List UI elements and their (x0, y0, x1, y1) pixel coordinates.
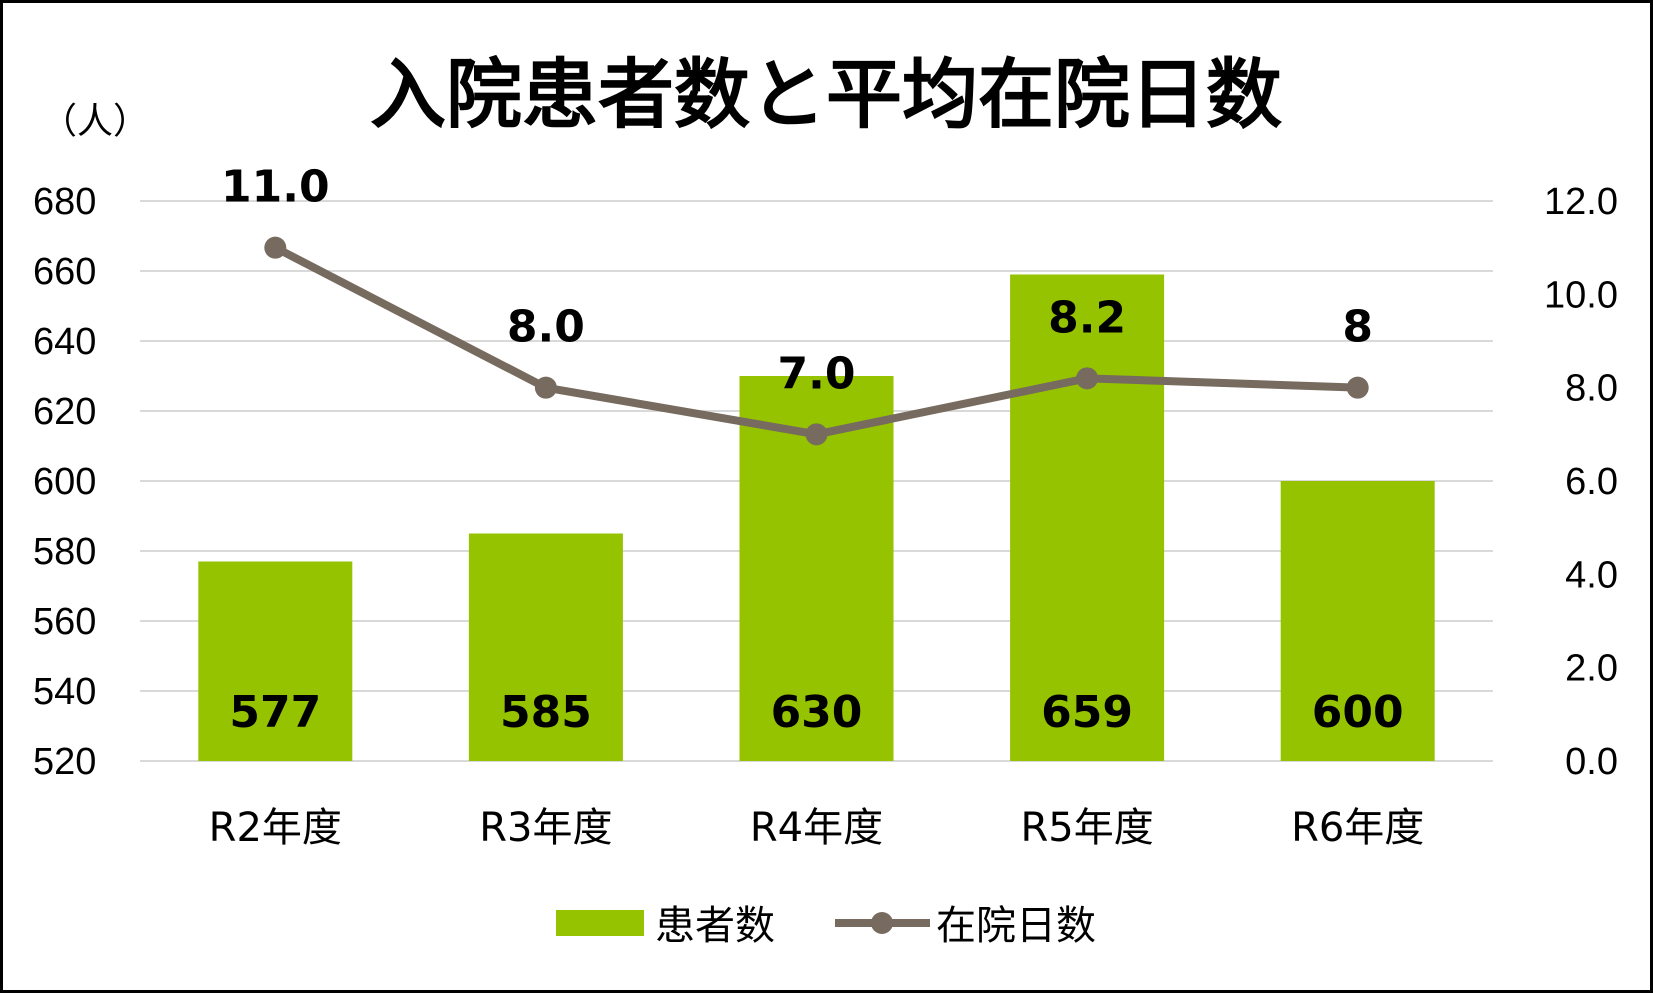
y-right-tick-label: 4.0 (1565, 554, 1618, 596)
x-category-label: R5年度 (1020, 805, 1153, 851)
y-left-tick-label: 540 (33, 671, 96, 713)
y-right-tick-label: 0.0 (1565, 741, 1618, 783)
line-data-label: 8.2 (1048, 292, 1126, 343)
bar (468, 533, 623, 761)
bar (1010, 274, 1165, 761)
y-right-tick-label: 10.0 (1544, 274, 1618, 316)
line-data-label: 8 (1342, 302, 1373, 353)
line-point (1346, 376, 1369, 399)
y-left-tick-label: 640 (33, 321, 96, 363)
legend-label-line: 在院日数 (936, 903, 1096, 949)
bar-data-label: 600 (1312, 687, 1404, 738)
y-right-tick-label: 12.0 (1544, 181, 1618, 223)
combo-chart: 入院患者数と平均在院日数 （人） 577 585 630 659 600 11.0 8.0… (33, 50, 1618, 949)
line-series: 11.0 8.0 7.0 8.2 8 (221, 162, 1373, 446)
legend-swatch-marker (871, 912, 893, 934)
line-data-label: 7.0 (778, 348, 856, 399)
x-category-label: R4年度 (750, 805, 883, 851)
y-left-tick-label: 580 (33, 531, 96, 573)
bar-series: 577 585 630 659 600 (198, 274, 1435, 761)
line-point (534, 376, 557, 399)
legend: 患者数 在院日数 (556, 903, 1096, 949)
x-category-label: R3年度 (479, 805, 612, 851)
y-left-tick-label: 560 (33, 601, 96, 643)
y-left-tick-label: 520 (33, 741, 96, 783)
bar (1280, 481, 1435, 761)
line-point (264, 236, 287, 259)
y-right-tick-label: 2.0 (1565, 648, 1618, 690)
x-category-label: R2年度 (209, 805, 342, 851)
bar-data-label: 630 (771, 687, 863, 738)
x-category-label: R6年度 (1291, 805, 1424, 851)
bar-data-label: 585 (500, 687, 592, 738)
y-left-tick-label: 660 (33, 251, 96, 293)
bar-data-label: 659 (1041, 687, 1133, 738)
line-point (1076, 367, 1099, 390)
line-data-label: 8.0 (507, 302, 585, 353)
bar (198, 561, 353, 761)
legend-swatch-bar (556, 910, 644, 936)
y-left-tick-label: 680 (33, 181, 96, 223)
legend-label-bar: 患者数 (655, 903, 775, 949)
line-point (805, 423, 828, 446)
axes: 520 540 560 580 600 620 640 660 680 0.0 2.0 4.0 6.0 8… (33, 181, 1618, 851)
y-right-tick-label: 6.0 (1565, 461, 1618, 503)
y-left-tick-label: 620 (33, 391, 96, 433)
line-data-label: 11.0 (221, 162, 330, 213)
bar-data-label: 577 (229, 687, 321, 738)
y-axis-unit-label: （人） (41, 101, 149, 142)
y-left-tick-label: 600 (33, 461, 96, 503)
y-right-tick-label: 8.0 (1565, 368, 1618, 410)
chart-title: 入院患者数と平均在院日数 (370, 50, 1282, 139)
